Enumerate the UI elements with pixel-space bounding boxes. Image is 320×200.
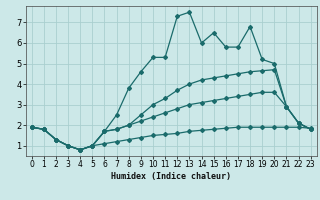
X-axis label: Humidex (Indice chaleur): Humidex (Indice chaleur) xyxy=(111,172,231,181)
